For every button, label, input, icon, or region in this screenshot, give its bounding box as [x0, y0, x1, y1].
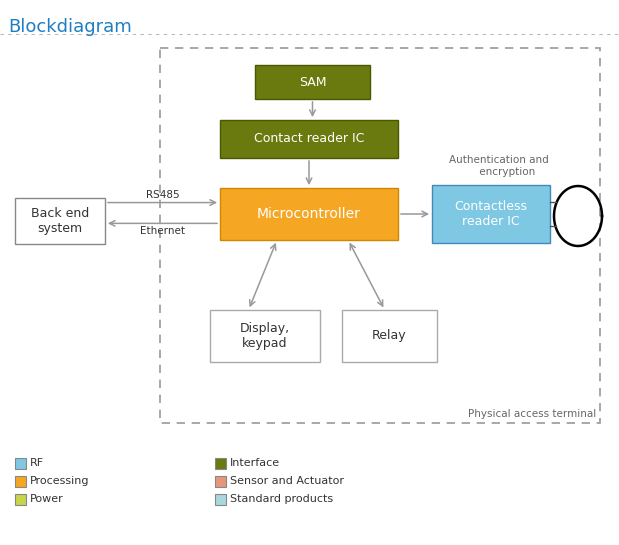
Text: Authentication and
     encryption: Authentication and encryption: [449, 155, 549, 177]
Bar: [215, 458, 226, 469]
Bar: [15, 476, 26, 487]
Text: Display,
keypad: Display, keypad: [240, 322, 290, 350]
Bar: [342, 310, 437, 362]
Text: Sensor and Actuator: Sensor and Actuator: [230, 476, 344, 487]
Bar: [160, 48, 600, 423]
Text: RS485: RS485: [145, 190, 180, 199]
Bar: [220, 188, 398, 240]
Bar: [15, 458, 26, 469]
Text: Blockdiagram: Blockdiagram: [8, 18, 132, 36]
Bar: [220, 120, 398, 158]
Text: Standard products: Standard products: [230, 494, 333, 505]
Text: Processing: Processing: [30, 476, 90, 487]
Bar: [15, 198, 105, 244]
Bar: [15, 494, 26, 505]
Text: Power: Power: [30, 494, 64, 505]
Text: Ethernet: Ethernet: [140, 226, 185, 237]
Text: Contact reader IC: Contact reader IC: [254, 132, 364, 146]
Bar: [432, 185, 550, 243]
Text: Interface: Interface: [230, 458, 280, 469]
Text: Contactless
reader IC: Contactless reader IC: [454, 200, 527, 228]
Bar: [255, 65, 370, 99]
Text: Back end
system: Back end system: [31, 207, 89, 235]
Bar: [215, 494, 226, 505]
Text: Microcontroller: Microcontroller: [257, 207, 361, 221]
Bar: [215, 476, 226, 487]
Text: RF: RF: [30, 458, 44, 469]
Text: SAM: SAM: [299, 76, 326, 88]
Text: Relay: Relay: [372, 330, 407, 342]
Bar: [210, 310, 320, 362]
Text: Physical access terminal: Physical access terminal: [468, 409, 596, 419]
